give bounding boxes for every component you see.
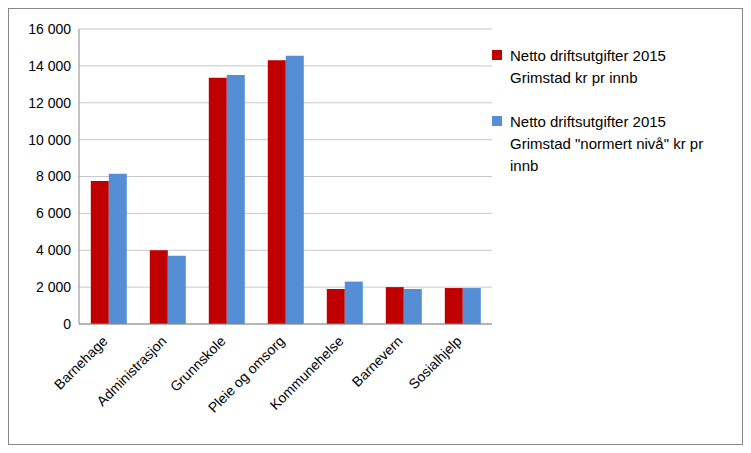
html-text:Netto driftsutgifter 2015 Grim: Netto driftsutgifter 2015 Grimstad kr pr… — [510, 47, 666, 86]
svg-text:Kommunehelse: Kommunehelse — [267, 333, 347, 413]
svg-text:4 000: 4 000 — [36, 242, 71, 258]
svg-text:Pleie og omsorg: Pleie og omsorg — [204, 332, 288, 416]
svg-text:16 000: 16 000 — [28, 21, 71, 37]
html-text:Netto driftsutgifter 2015 Grim: Netto driftsutgifter 2015 Grimstad "norm… — [510, 113, 704, 174]
svg-text:Sosialhjelp: Sosialhjelp — [405, 333, 464, 392]
svg-text:Administrasjon: Administrasjon — [93, 333, 169, 409]
svg-text:Barnehage: Barnehage — [51, 333, 111, 393]
svg-text:10 000: 10 000 — [28, 132, 71, 148]
svg-text:8 000: 8 000 — [36, 168, 71, 184]
svg-text:6 000: 6 000 — [36, 205, 71, 221]
svg-text:12 000: 12 000 — [28, 95, 71, 111]
svg-text:2 000: 2 000 — [36, 279, 71, 295]
svg-text:Barnevern: Barnevern — [349, 333, 406, 390]
svg-text:0: 0 — [63, 316, 71, 332]
svg-text:14 000: 14 000 — [28, 58, 71, 74]
svg-text:Grunnskole: Grunnskole — [167, 333, 229, 395]
